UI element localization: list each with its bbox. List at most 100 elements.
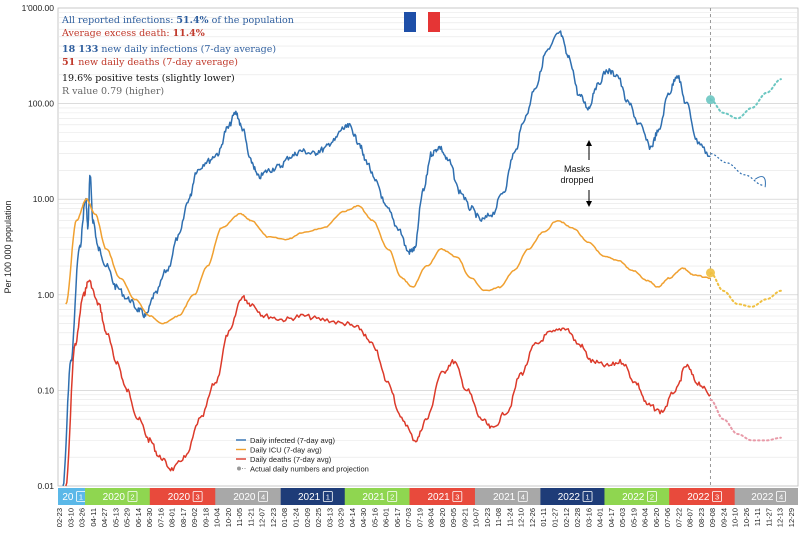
x-tick-label: 07-06: [663, 508, 672, 527]
info-line-6: R value 0.79 (higher): [62, 86, 164, 97]
x-tick-label: 05-03: [618, 508, 627, 527]
quarter-number: 2: [390, 493, 394, 502]
x-tick-label: 04-01: [596, 508, 605, 527]
x-tick-label: 10-04: [213, 508, 222, 527]
x-tick-label: 02-09: [303, 508, 312, 527]
quarter-year: 2021: [428, 492, 451, 503]
x-tick-label: 11-08: [494, 508, 503, 527]
x-tick-label: 04-17: [607, 508, 616, 527]
x-tick-label: 02-12: [562, 508, 571, 527]
y-axis-label: Per 100 000 population: [3, 200, 13, 293]
quarter-number: 4: [779, 493, 783, 502]
info-line-4: 51 new daily deaths (7-day average): [62, 57, 238, 68]
y-axis: 0.01 0.10 1.00 10.00 100.00 1'000.00: [22, 3, 55, 491]
y-tick-label: 0.01: [37, 481, 54, 491]
x-tick-label: 08-20: [438, 508, 447, 527]
x-tick-label: 06-14: [134, 508, 143, 527]
annotation-line-2: dropped: [560, 175, 593, 185]
x-tick-label: 06-17: [393, 508, 402, 527]
quarter-year: 2022: [751, 492, 774, 503]
quarter-label-1: 2020 2: [103, 491, 138, 503]
legend: Daily infected (7-day avg)Daily ICU (7-d…: [236, 436, 369, 474]
x-tick-label: 03-29: [337, 508, 346, 527]
quarter-badge: [258, 491, 268, 502]
x-tick-label: 09-18: [201, 508, 210, 527]
quarter-block-1: [85, 488, 151, 505]
series-line-1: [65, 198, 711, 325]
x-tick-label: 06-30: [145, 508, 154, 527]
quarter-label-11: 2022 4: [751, 491, 786, 503]
x-tick-label: 09-24: [719, 508, 728, 527]
quarter-block-8: [540, 488, 606, 505]
quarter-bar: 20 1 2020 2 2020 3 2020 4 2021 1 2021 2 2021 3 2021 4 20…: [58, 488, 798, 505]
quarter-badge: [582, 491, 593, 502]
x-tick-label: 01-11: [539, 508, 548, 527]
x-tick-label: 05-16: [370, 508, 379, 527]
quarter-block-3: [215, 488, 282, 505]
x-tick-label: 11-11: [753, 508, 762, 526]
x-tick-label: 12-07: [258, 508, 267, 527]
x-tick-label: 04-27: [100, 508, 109, 527]
x-tick-label: 10-07: [472, 508, 481, 527]
quarter-badge: [387, 491, 398, 502]
legend-label-0: Daily infected (7-day avg): [250, 436, 336, 445]
quarter-block-2: [149, 488, 217, 505]
legend-label-2: Daily deaths (7-day avg): [250, 455, 332, 464]
plot-area: [57, 7, 799, 487]
y-tick-label: 100.00: [28, 99, 54, 109]
x-tick-label: 12-23: [269, 508, 278, 527]
x-tick-label: 01-24: [292, 508, 301, 527]
x-tick-label: 04-14: [348, 508, 357, 527]
quarter-badge: [776, 491, 786, 502]
x-tick-label: 06-01: [382, 508, 391, 527]
quarter-number: 1: [585, 493, 589, 502]
quarter-label-9: 2022 2: [622, 491, 657, 503]
forecast-arrow-head: [754, 176, 766, 188]
quarter-badge: [647, 491, 657, 502]
quarter-badge: [712, 491, 722, 502]
x-tick-label: 10-20: [224, 508, 233, 527]
quarter-year: 20: [62, 492, 74, 503]
quarter-number: 1: [79, 493, 83, 502]
quarter-year: 2022: [558, 492, 581, 503]
quarter-label-3: 2020 4: [233, 491, 268, 503]
today-marker-0: [705, 95, 715, 105]
x-tick-label: 07-22: [674, 508, 683, 527]
quarter-number: 3: [196, 493, 200, 502]
x-tick-label: 08-07: [686, 508, 695, 527]
x-tick-label: 02-25: [314, 508, 323, 527]
x-tick-label: 03-13: [325, 508, 334, 527]
x-tick-label: 09-08: [708, 508, 717, 527]
quarter-label-2: 2020 3: [168, 491, 203, 503]
quarter-number: 4: [261, 493, 265, 502]
quarter-label-10: 2022 3: [687, 491, 722, 503]
x-tick-label: 11-05: [235, 508, 244, 527]
quarter-year: 2020: [168, 492, 191, 503]
x-tick-label: 11-24: [506, 508, 515, 527]
x-tick-label: 04-11: [89, 508, 98, 527]
x-tick-label: 03-10: [66, 508, 75, 527]
quarter-number: 1: [326, 493, 330, 502]
quarter-number: 3: [715, 493, 719, 502]
x-tick-label: 12-29: [787, 508, 796, 527]
today-marker-1: [705, 268, 715, 278]
forecast-arrow-line: [710, 153, 764, 186]
quarter-block-6: [409, 488, 476, 505]
y-tick-label: 0.10: [37, 385, 54, 395]
quarter-year: 2022: [687, 492, 710, 503]
quarter-block-10: [669, 488, 736, 505]
france-flag-icon: [404, 12, 440, 32]
x-tick-label: 04-30: [359, 508, 368, 527]
quarter-label-5: 2021 2: [362, 491, 398, 503]
x-tick-label: 02-28: [573, 508, 582, 527]
y-tick-label: 10.00: [33, 194, 55, 204]
x-tick-label: 09-02: [190, 508, 199, 527]
x-tick-label: 08-01: [168, 508, 177, 527]
quarter-year: 2020: [233, 492, 256, 503]
quarter-number: 4: [521, 493, 525, 502]
quarter-year: 2021: [362, 492, 385, 503]
x-tick-label: 03-26: [78, 508, 87, 527]
quarter-block-7: [474, 488, 542, 505]
x-tick-label: 06-04: [641, 508, 650, 527]
